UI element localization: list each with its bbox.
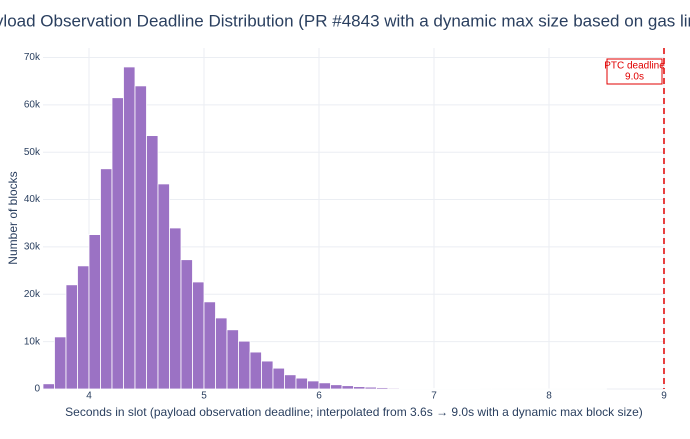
bar — [307, 380, 320, 390]
bar — [111, 97, 124, 390]
bar — [65, 284, 78, 390]
x-tick-label: 9 — [661, 391, 667, 402]
bar — [180, 259, 193, 390]
x-tick-label: 6 — [316, 391, 322, 402]
bar — [272, 367, 285, 390]
bar — [77, 265, 90, 390]
annotation-box — [606, 58, 663, 85]
bar — [42, 383, 55, 390]
y-tick-label: 70k — [24, 52, 41, 63]
x-tick-label: 8 — [546, 391, 552, 402]
bar — [88, 234, 101, 390]
chart-title: Payload Observation Deadline Distributio… — [0, 11, 690, 30]
bar — [146, 135, 159, 390]
bar — [376, 387, 389, 390]
bar — [261, 360, 274, 390]
bar — [353, 386, 366, 390]
bar — [123, 66, 136, 390]
x-axis-label: Seconds in slot (payload observation dea… — [65, 405, 643, 419]
bar — [399, 387, 412, 390]
bar — [157, 183, 170, 390]
bar — [318, 382, 331, 390]
bar — [249, 351, 262, 390]
bar — [387, 387, 400, 390]
x-tick-label: 7 — [431, 391, 437, 402]
bar — [203, 301, 216, 390]
annotation-text: PTC deadline — [604, 61, 665, 72]
bar — [330, 384, 343, 390]
y-axis-label: Number of blocks — [6, 171, 20, 264]
bar — [284, 374, 297, 390]
y-tick-label: 20k — [24, 289, 41, 300]
y-tick-label: 10k — [24, 336, 41, 347]
bar — [364, 386, 377, 390]
y-tick-label: 30k — [24, 242, 41, 253]
x-tick-label: 4 — [86, 391, 92, 402]
y-tick-label: 50k — [24, 147, 41, 158]
y-tick-label: 60k — [24, 99, 41, 110]
y-tick-label: 40k — [24, 194, 41, 205]
bar — [341, 385, 354, 390]
annotation-text: 9.0s — [625, 72, 644, 83]
bar — [215, 317, 228, 390]
bar — [169, 227, 182, 390]
bar — [100, 168, 113, 390]
bar — [295, 377, 308, 390]
bar — [226, 329, 239, 390]
bar — [134, 85, 147, 390]
x-tick-label: 5 — [201, 391, 207, 402]
bar — [238, 340, 251, 390]
y-tick-label: 0 — [34, 384, 40, 395]
bar — [192, 281, 205, 390]
bar — [54, 336, 67, 390]
